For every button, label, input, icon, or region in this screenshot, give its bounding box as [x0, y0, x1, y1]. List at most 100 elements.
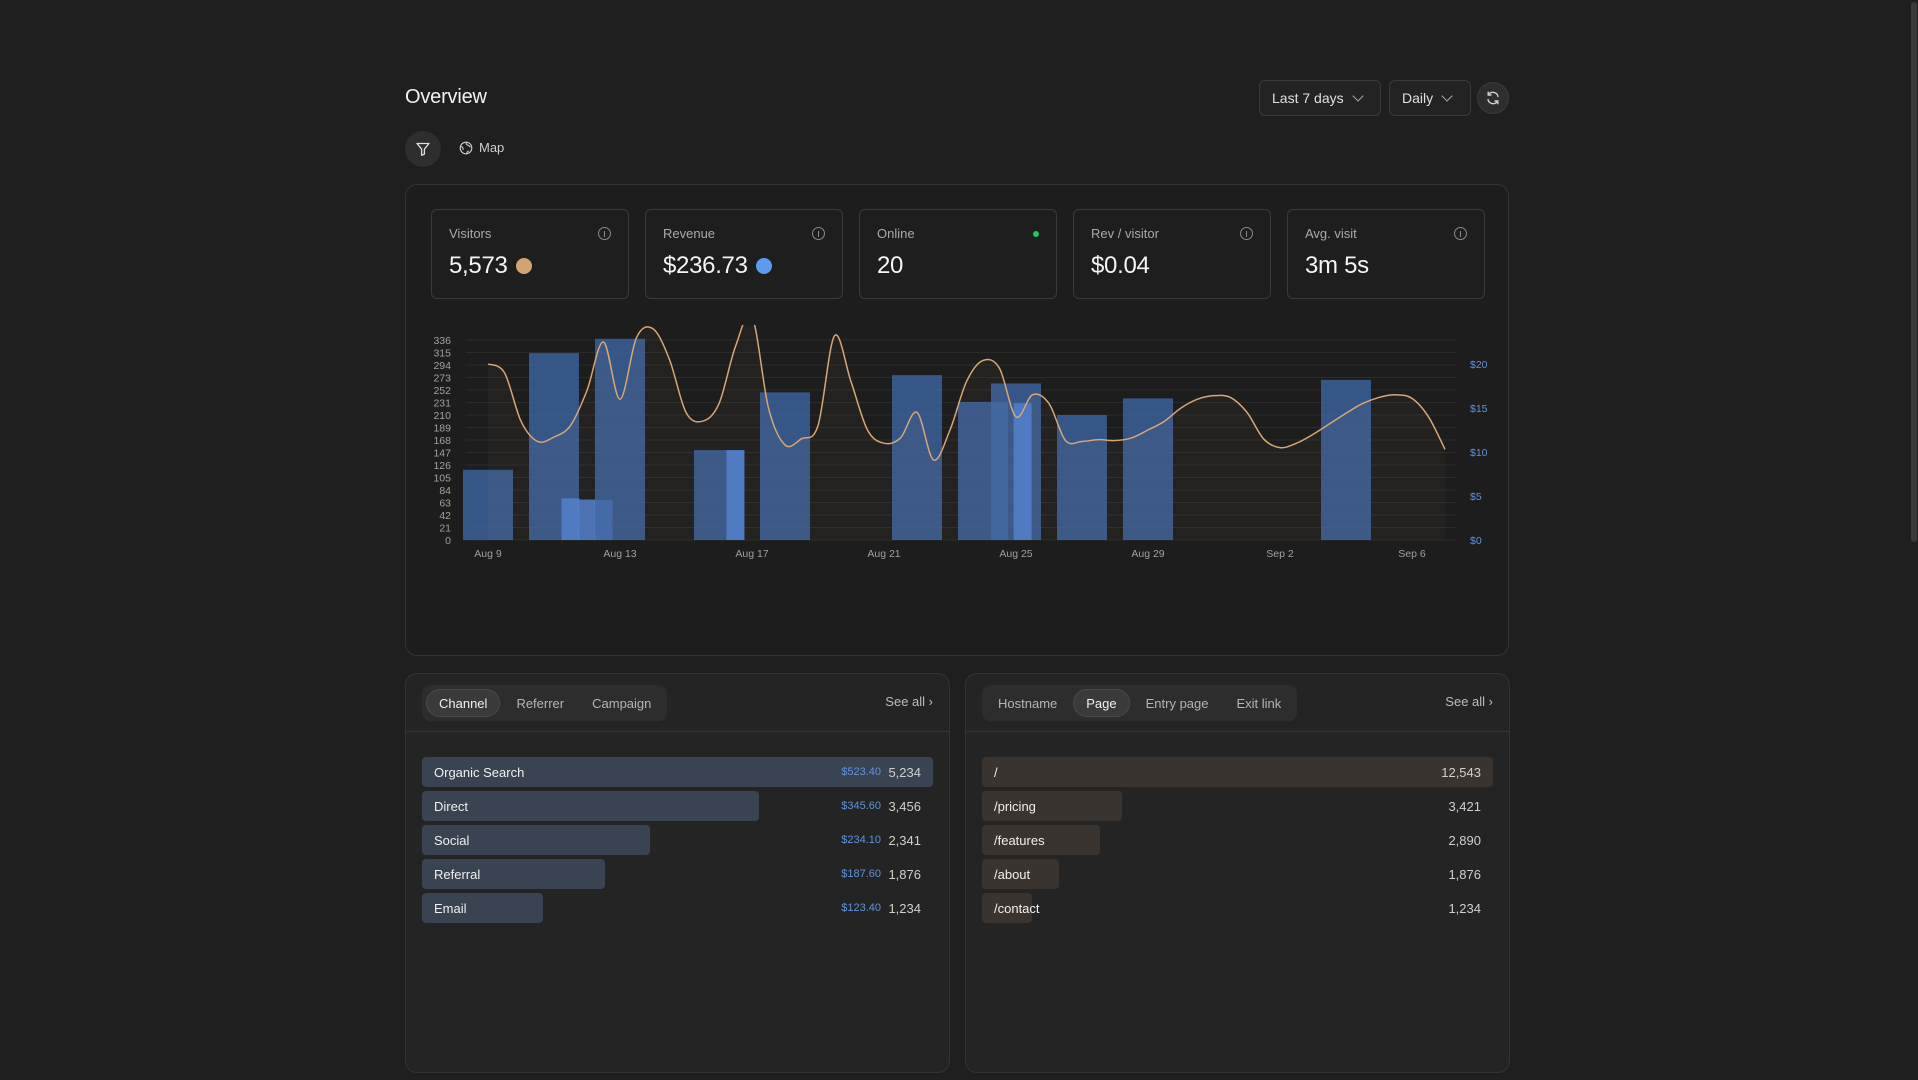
globe-icon: [459, 141, 473, 154]
y2-tick-label: $0: [1470, 535, 1482, 547]
see-all-link[interactable]: See all ›: [885, 694, 933, 709]
y-tick-label: 105: [433, 473, 451, 485]
bar: [892, 375, 942, 540]
map-label: Map: [479, 140, 505, 155]
share-bar: [422, 757, 933, 787]
series-color-dot: [515, 258, 532, 274]
bar: [561, 498, 580, 540]
share-bar: [982, 791, 1122, 821]
y-tick-label: 42: [439, 510, 451, 522]
stat-value-row: 3m 5s: [1305, 252, 1369, 280]
stat-value: 5,573: [449, 252, 508, 279]
stat-value: 3m 5s: [1305, 252, 1369, 279]
y-tick-label: 294: [433, 360, 451, 372]
y-tick-label: 63: [439, 498, 451, 510]
filter-button[interactable]: [405, 131, 441, 167]
series-color-dot: [755, 258, 772, 274]
stat-avg-visit[interactable]: Avg. visit 3m 5s: [1287, 209, 1485, 299]
y-tick-label: 273: [433, 373, 451, 385]
date-range-select[interactable]: Last 7 days: [1259, 80, 1381, 116]
y-tick-label: 0: [445, 535, 451, 547]
row-revenue: $345.60: [841, 800, 881, 812]
list-item[interactable]: /about 1,876: [982, 859, 1493, 889]
list-item[interactable]: /pricing 3,421: [982, 791, 1493, 821]
info-icon[interactable]: [598, 227, 611, 240]
info-icon[interactable]: [812, 227, 825, 240]
share-bar: [982, 859, 1059, 889]
y-tick-label: 231: [433, 398, 451, 410]
list-item[interactable]: Social $234.10 2,341: [422, 825, 933, 855]
info-icon[interactable]: [1240, 227, 1253, 240]
stat-value: $0.04: [1091, 252, 1150, 279]
row-value: 2,341: [888, 833, 921, 848]
tab-entry-page[interactable]: Entry page: [1145, 695, 1209, 711]
map-link[interactable]: Map: [459, 140, 504, 155]
share-bar: [982, 757, 1493, 787]
stat-revenue[interactable]: Revenue $236.73: [645, 209, 843, 299]
info-icon[interactable]: [1454, 227, 1467, 240]
overview-card: Visitors 5,573 Revenue $236.73 Online 20…: [405, 184, 1509, 656]
bar: [463, 469, 513, 540]
x-tick-label: Sep 6: [1398, 548, 1426, 560]
share-bar: [422, 825, 651, 855]
tab-hostname[interactable]: Hostname: [998, 695, 1058, 711]
list-item[interactable]: /contact 1,234: [982, 893, 1493, 923]
tab-referrer[interactable]: Referrer: [516, 695, 565, 711]
scrollbar-thumb[interactable]: [1911, 2, 1917, 542]
row-revenue: $523.40: [841, 766, 881, 778]
list-item[interactable]: Email $123.40 1,234: [422, 893, 933, 923]
stat-value-row: $236.73: [663, 252, 772, 280]
stat-rev-per-visitor[interactable]: Rev / visitor $0.04: [1073, 209, 1271, 299]
y-tick-label: 210: [433, 410, 451, 422]
row-label: /features: [994, 833, 1045, 848]
row-revenue: $123.40: [841, 902, 881, 914]
list-item[interactable]: /features 2,890: [982, 825, 1493, 855]
stat-value-row: 20: [877, 252, 903, 280]
scrollbar[interactable]: [1910, 0, 1918, 1080]
x-tick-label: Aug 9: [474, 548, 502, 560]
see-all-link[interactable]: See all ›: [1445, 694, 1493, 709]
stat-value-row: $0.04: [1091, 252, 1150, 280]
refresh-icon: [1487, 91, 1499, 105]
interval-select[interactable]: Daily: [1389, 80, 1471, 116]
row-value: 1,234: [1448, 901, 1481, 916]
list-item[interactable]: Direct $345.60 3,456: [422, 791, 933, 821]
share-bar: [982, 825, 1100, 855]
refresh-button[interactable]: [1477, 82, 1509, 114]
tab-exit-link[interactable]: Exit link: [1236, 695, 1282, 711]
bar: [1013, 403, 1032, 540]
y2-tick-label: $10: [1470, 447, 1488, 459]
page-tabs: Hostname Page Entry page Exit link: [982, 685, 1298, 721]
share-bar: [422, 893, 543, 923]
channel-list: Organic Search $523.40 5,234 Direct $345.60 3…: [422, 757, 933, 927]
x-tick-label: Aug 17: [735, 548, 768, 560]
share-bar: [422, 859, 605, 889]
chevron-down-icon: [1351, 90, 1364, 102]
y-tick-label: 168: [433, 435, 451, 447]
filter-icon: [416, 142, 430, 156]
stat-online[interactable]: Online 20: [859, 209, 1057, 299]
row-label: /pricing: [994, 799, 1036, 814]
page-list: / 12,543/pricing 3,421/features 2,890/about…: [982, 757, 1493, 927]
date-range-label: Last 7 days: [1272, 90, 1344, 106]
list-item[interactable]: Referral $187.60 1,876: [422, 859, 933, 889]
x-tick-label: Sep 2: [1266, 548, 1294, 560]
tab-channel[interactable]: Channel: [426, 689, 501, 717]
visitors-revenue-chart[interactable]: 0214263841051261471681892102312522732943…: [406, 325, 1510, 635]
row-revenue: $234.10: [841, 834, 881, 846]
tab-campaign[interactable]: Campaign: [592, 695, 652, 711]
y-tick-label: 21: [439, 523, 451, 535]
pages-panel: Hostname Page Entry page Exit link See a…: [965, 673, 1510, 1073]
stat-visitors[interactable]: Visitors 5,573: [431, 209, 629, 299]
row-label: Referral: [434, 867, 481, 882]
row-value: 1,876: [888, 867, 921, 882]
tab-page[interactable]: Page: [1073, 689, 1130, 717]
row-value: 1,234: [888, 901, 921, 916]
row-revenue: $187.60: [841, 868, 881, 880]
divider: [966, 731, 1509, 732]
list-item[interactable]: Organic Search $523.40 5,234: [422, 757, 933, 787]
list-item[interactable]: / 12,543: [982, 757, 1493, 787]
y2-tick-label: $5: [1470, 491, 1482, 503]
stat-label: Avg. visit: [1305, 226, 1357, 241]
y-tick-label: 189: [433, 423, 451, 435]
